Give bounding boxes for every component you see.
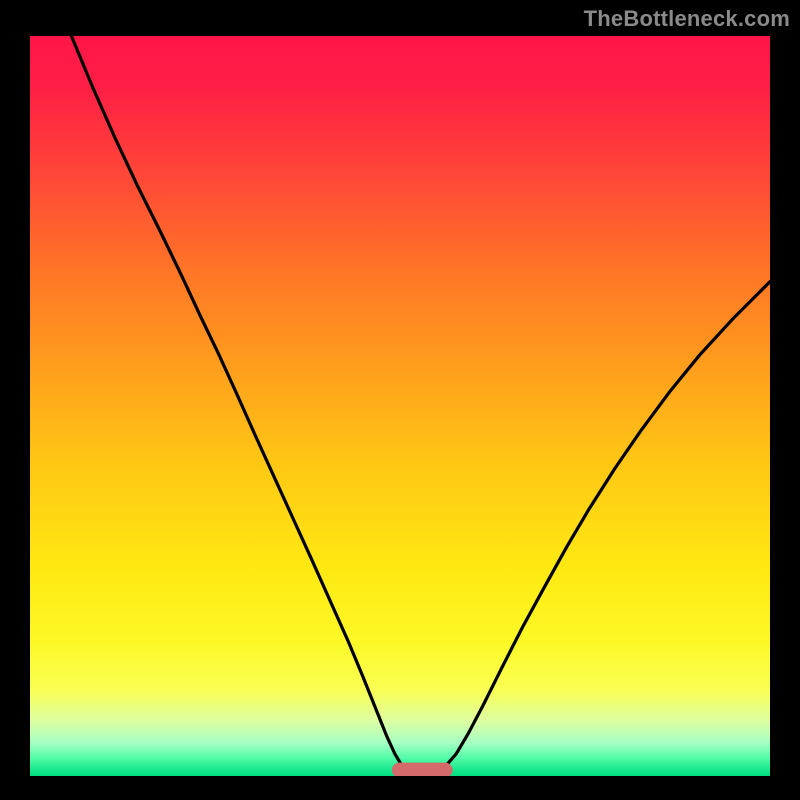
figure-container: TheBottleneck.com xyxy=(0,0,800,800)
watermark-text: TheBottleneck.com xyxy=(584,6,790,32)
chart-plot-area xyxy=(30,36,770,776)
chart-svg xyxy=(30,36,770,776)
optimum-marker xyxy=(392,763,453,776)
